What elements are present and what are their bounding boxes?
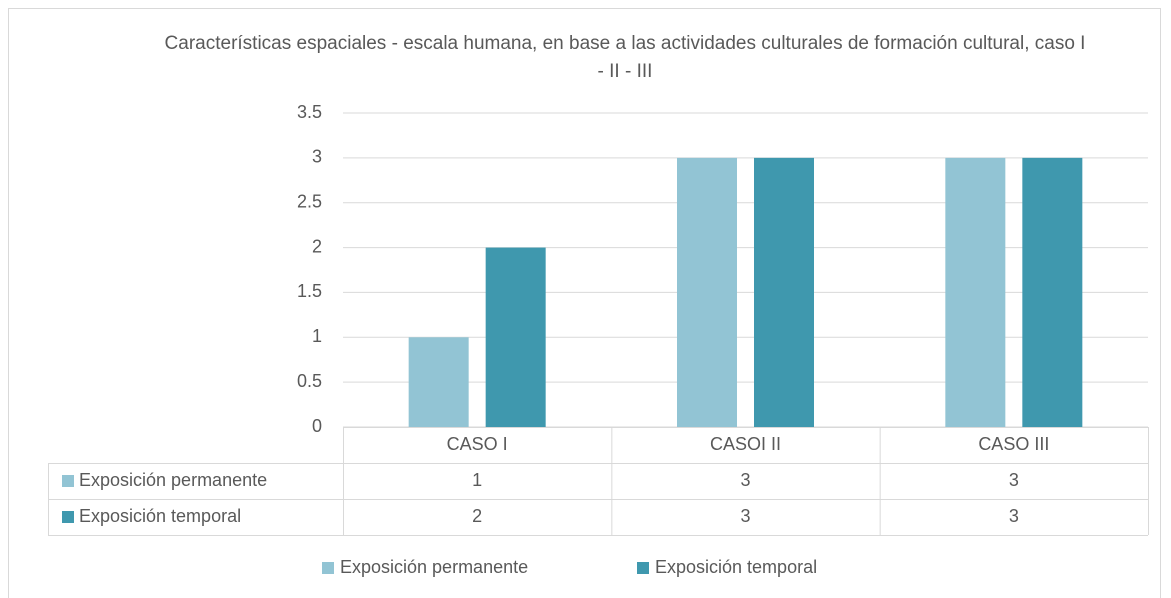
table-legend-key	[62, 511, 74, 523]
table-legend-key	[62, 475, 74, 487]
x-tick-label: CASO III	[978, 434, 1049, 454]
legend-key	[322, 562, 334, 574]
y-tick-label: 2.5	[297, 191, 322, 211]
bar	[408, 337, 469, 427]
y-tick-label: 0	[312, 416, 322, 436]
y-tick-label: 0.5	[297, 371, 322, 391]
table-row-label: Exposición temporal	[79, 506, 241, 526]
y-tick-label: 1	[312, 326, 322, 346]
bar	[485, 247, 546, 427]
x-tick-label: CASO I	[447, 434, 508, 454]
x-tick-label: CASOI II	[710, 434, 781, 454]
table-value: 3	[1009, 470, 1019, 490]
chart-title: Características espaciales - escala huma…	[164, 33, 1086, 82]
table-value: 3	[740, 506, 750, 526]
chart-border	[8, 8, 1161, 598]
y-tick-label: 1.5	[297, 281, 322, 301]
table-value: 2	[472, 506, 482, 526]
bar	[677, 157, 737, 427]
y-tick-label: 3.5	[297, 102, 322, 122]
bar	[945, 157, 1006, 427]
table-row-label: Exposición permanente	[79, 470, 267, 490]
legend-label: Exposición temporal	[655, 557, 817, 577]
bar	[1022, 157, 1083, 427]
table-value: 3	[740, 470, 750, 490]
bar	[754, 157, 814, 427]
y-tick-label: 3	[312, 147, 322, 167]
legend-label: Exposición permanente	[340, 557, 528, 577]
table-value: 3	[1009, 506, 1019, 526]
table-value: 1	[472, 470, 482, 490]
y-tick-label: 2	[312, 236, 322, 256]
legend-key	[637, 562, 649, 574]
